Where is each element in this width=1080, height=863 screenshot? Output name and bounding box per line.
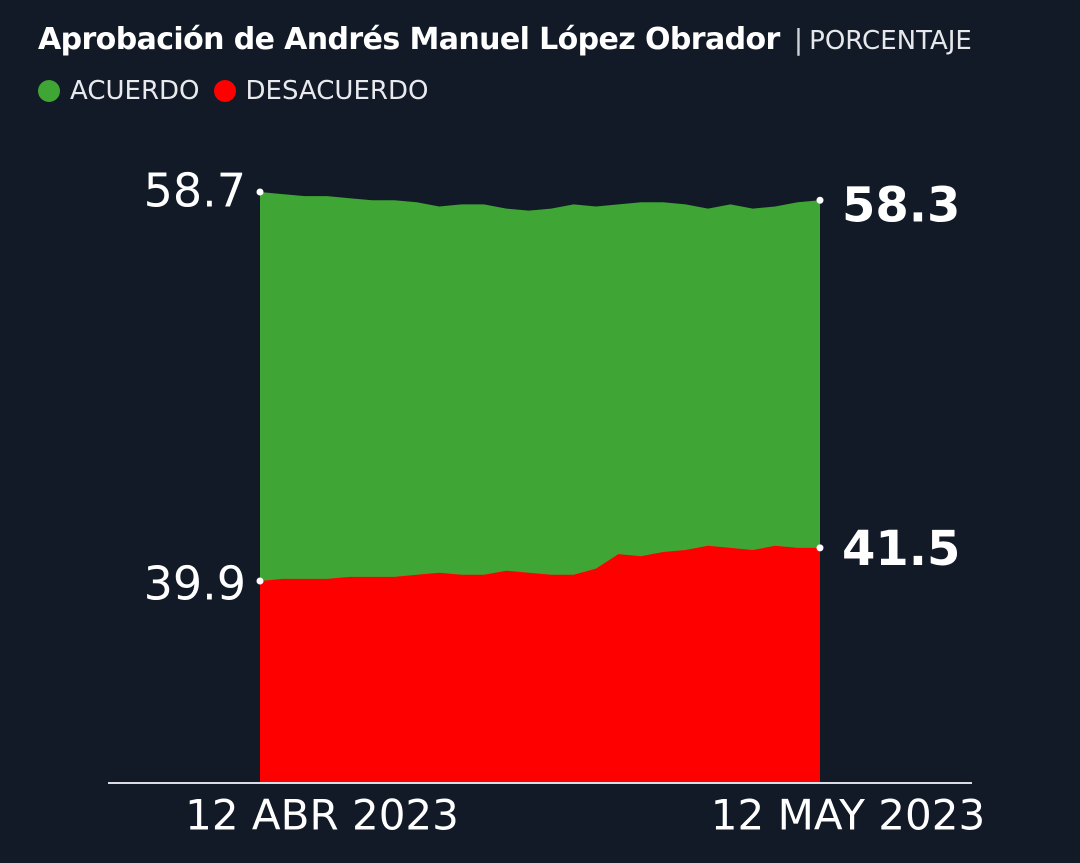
legend-item-desacuerdo: DESACUERDO [213,76,429,106]
start-point-desacuerdo [256,577,264,585]
legend-label-acuerdo: ACUERDO [70,76,200,106]
x-tick-label-end: 12 MAY 2023 [711,791,985,840]
end-value-desacuerdo: 41.5 [842,521,960,577]
title-separator: | [793,23,804,56]
start-point-acuerdo [256,188,264,196]
legend-dot-desacuerdo-icon [213,80,236,102]
chart-subtitle: PORCENTAJE [809,26,972,56]
end-point-acuerdo [816,196,824,204]
legend-item-acuerdo: ACUERDO [38,76,200,106]
end-value-acuerdo: 58.3 [842,177,960,233]
legend-label-desacuerdo: DESACUERDO [245,76,429,106]
chart-title: Aprobación de Andrés Manuel López Obrado… [38,22,780,57]
end-point-desacuerdo [816,544,824,552]
chart-header: Aprobación de Andrés Manuel López Obrado… [38,22,972,57]
area-desacuerdo [260,545,820,783]
x-tick-label-start: 12 ABR 2023 [185,791,459,840]
legend-dot-acuerdo-icon [38,80,60,102]
start-value-desacuerdo: 39.9 [144,557,246,611]
chart-legend: ACUERDO DESACUERDO [38,76,432,106]
start-value-acuerdo: 58.7 [144,164,246,218]
